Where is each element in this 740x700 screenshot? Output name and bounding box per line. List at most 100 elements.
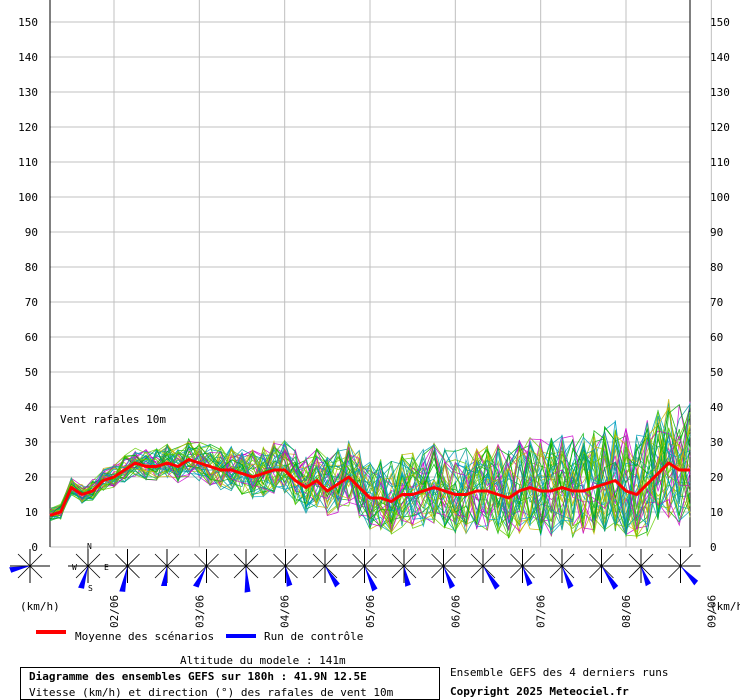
y-tick-right: 140	[710, 51, 730, 64]
wind-rose	[147, 549, 187, 586]
y-tick-right: 80	[710, 261, 723, 274]
y-tick-right: 110	[710, 156, 730, 169]
chart-annotation: Vent rafales 10m	[60, 413, 166, 426]
y-tick-left: 90	[25, 226, 38, 239]
y-tick-left: 20	[25, 471, 38, 484]
wind-direction-wedge	[483, 566, 500, 590]
wind-rose	[423, 549, 464, 589]
y-tick-right: 150	[710, 16, 730, 29]
altitude-label: Altitude du modele : 141m	[180, 654, 346, 667]
x-tick-label: 06/06	[449, 595, 462, 628]
wind-rose	[68, 549, 108, 589]
y-tick-right: 40	[710, 401, 723, 414]
y-tick-left: 150	[18, 16, 38, 29]
y-tick-left: 70	[25, 296, 38, 309]
wind-direction-wedge	[325, 566, 340, 588]
compass-n: N	[87, 542, 92, 551]
wind-direction-wedge	[364, 566, 378, 592]
wind-rose	[186, 549, 227, 588]
chart-title: Diagramme des ensembles GEFS sur 180h : …	[29, 670, 367, 683]
y-tick-right: 50	[710, 366, 723, 379]
wind-rose	[265, 549, 306, 587]
y-tick-right: 60	[710, 331, 723, 344]
y-tick-left: 80	[25, 261, 38, 274]
y-unit-left: (km/h)	[20, 600, 60, 613]
y-axis-left: 0 10 20 30 40 50 60 70 80 90 100 110 120 130 140 150	[18, 16, 38, 554]
y-tick-right: 130	[710, 86, 730, 99]
y-tick-right: 100	[710, 191, 730, 204]
y-tick-right: 70	[710, 296, 723, 309]
y-tick-left: 110	[18, 156, 38, 169]
wind-rose	[107, 549, 148, 592]
y-tick-right: 10	[710, 506, 723, 519]
x-tick-label: 07/06	[535, 595, 548, 628]
y-axis-right: 0 10 20 30 40 50 60 70 80 90 100 110 120 130 140 150	[710, 16, 730, 554]
wind-rose	[463, 549, 503, 590]
y-tick-left: 40	[25, 401, 38, 414]
x-axis-dates: 02/06 03/06 04/06 05/06 06/06 07/06 08/06 09/06	[108, 595, 718, 628]
y-tick-left: 30	[25, 436, 38, 449]
title-box: Diagramme des ensembles GEFS sur 180h : …	[20, 667, 440, 700]
y-unit-right: (km/h)	[710, 600, 740, 613]
wind-rose	[660, 549, 701, 586]
wind-rose	[542, 549, 582, 589]
wind-rose	[226, 549, 266, 593]
y-tick-right: 90	[710, 226, 723, 239]
wind-direction-wedge	[285, 566, 293, 587]
copyright: Copyright 2025 Meteociel.fr	[450, 685, 629, 698]
wind-rose	[384, 549, 424, 587]
ensemble-member-line	[49, 428, 691, 535]
y-tick-right: 0	[710, 541, 717, 554]
y-tick-left: 60	[25, 331, 38, 344]
wind-direction-wedge	[641, 566, 651, 587]
wind-direction-wedge	[9, 566, 30, 573]
y-tick-left: 50	[25, 366, 38, 379]
wind-rose	[344, 549, 385, 592]
y-tick-right: 30	[710, 436, 723, 449]
wind-direction-wedge	[244, 566, 251, 593]
y-tick-left: 140	[18, 51, 38, 64]
wind-direction-wedge	[161, 566, 167, 586]
wind-rose	[621, 549, 661, 587]
y-tick-right: 20	[710, 471, 723, 484]
wind-direction-row	[9, 549, 701, 593]
wind-direction-wedge	[562, 566, 574, 589]
wind-direction-wedge	[601, 566, 619, 590]
x-tick-label: 04/06	[279, 595, 292, 628]
wind-direction-wedge	[680, 566, 699, 586]
y-tick-left: 130	[18, 86, 38, 99]
chart-subtitle: Vitesse (km/h) et direction (°) des rafa…	[29, 686, 394, 699]
mean-series-line	[49, 458, 690, 517]
y-tick-left: 120	[18, 121, 38, 134]
ensemble-member-line	[49, 410, 691, 534]
legend-mean-label: Moyenne des scénarios	[75, 630, 215, 643]
wind-direction-wedge	[78, 566, 88, 589]
wind-rose	[305, 549, 345, 588]
x-tick-label: 05/06	[364, 595, 377, 628]
wind-direction-wedge	[119, 566, 128, 592]
y-tick-left: 10	[25, 506, 38, 519]
y-tick-right: 120	[710, 121, 730, 134]
runs-note: Ensemble GEFS des 4 derniers runs	[450, 666, 669, 679]
legend-control-label: Run de contrôle	[264, 630, 364, 643]
x-tick-label: 03/06	[193, 595, 206, 628]
ensemble-member-line	[49, 420, 691, 534]
wind-rose	[502, 549, 543, 587]
wind-direction-wedge	[443, 566, 455, 589]
ensemble-members	[49, 399, 691, 540]
x-tick-label: 09/06	[705, 595, 718, 628]
ensemble-member-line	[49, 403, 691, 525]
wind-rose	[581, 549, 622, 590]
legend-control-swatch	[226, 634, 256, 638]
x-tick-label: 08/06	[620, 595, 633, 628]
ensemble-member-line	[49, 426, 691, 533]
legend-mean-swatch	[36, 630, 66, 634]
compass-e: E	[104, 563, 109, 572]
wind-direction-wedge	[404, 566, 411, 587]
y-tick-left: 0	[31, 541, 38, 554]
wind-rose	[9, 549, 50, 583]
mean-series	[49, 458, 690, 517]
compass-s: S	[88, 584, 93, 593]
wind-direction-wedge	[522, 566, 533, 587]
